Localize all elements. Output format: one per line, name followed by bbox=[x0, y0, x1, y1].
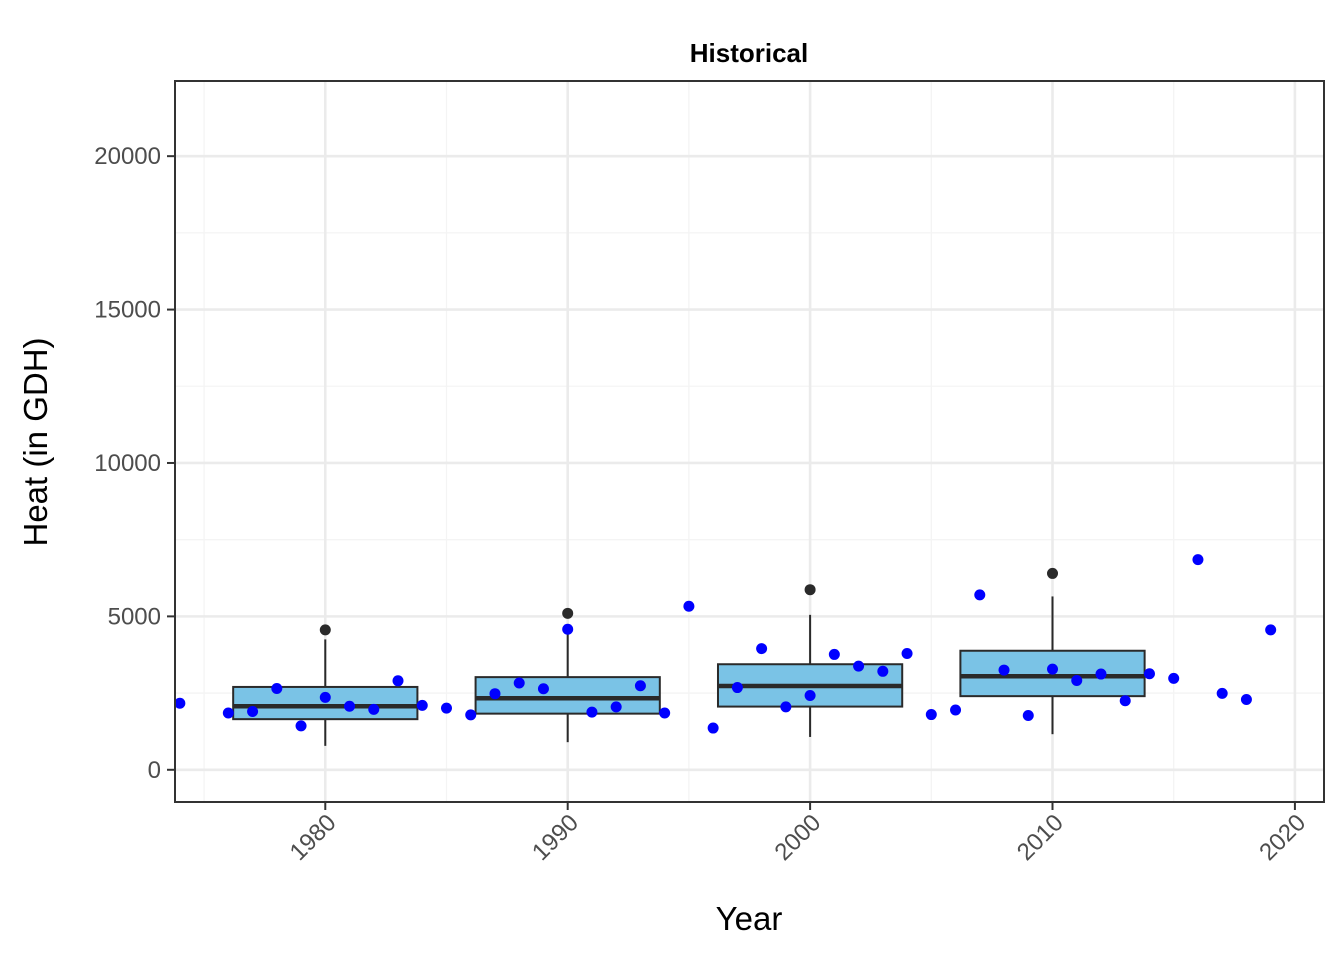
data-point bbox=[683, 600, 695, 612]
data-point bbox=[295, 720, 307, 732]
box-iqr bbox=[232, 685, 419, 721]
data-point bbox=[828, 648, 840, 660]
data-point bbox=[731, 682, 743, 694]
data-point bbox=[1119, 695, 1131, 707]
x-axis-title: Year bbox=[716, 900, 783, 937]
data-point bbox=[1095, 668, 1107, 680]
data-point bbox=[1168, 672, 1180, 684]
data-point bbox=[1192, 554, 1204, 566]
data-point bbox=[586, 706, 598, 718]
x-tick-label: 2010 bbox=[1012, 809, 1069, 866]
y-axis-title: Heat (in GDH) bbox=[17, 337, 54, 546]
data-point bbox=[174, 697, 186, 709]
outlier-point bbox=[804, 584, 816, 596]
data-point bbox=[562, 623, 574, 635]
x-tick-label: 1990 bbox=[527, 809, 584, 866]
plot-panel-border bbox=[174, 80, 1325, 803]
data-point bbox=[634, 680, 646, 692]
data-point bbox=[950, 704, 962, 716]
data-point bbox=[489, 688, 501, 700]
data-point bbox=[1143, 668, 1155, 680]
data-point bbox=[319, 691, 331, 703]
x-axis: 1980 1990 2000 2010 2020 bbox=[285, 802, 1311, 866]
y-tick-label: 20000 bbox=[94, 143, 161, 170]
x-tick-label: 2020 bbox=[1254, 809, 1311, 866]
data-point bbox=[1240, 694, 1252, 706]
data-point bbox=[537, 683, 549, 695]
data-point bbox=[440, 702, 452, 714]
data-point bbox=[804, 690, 816, 702]
boxplots bbox=[232, 567, 1146, 746]
data-point bbox=[1216, 687, 1228, 699]
data-point bbox=[416, 699, 428, 711]
data-point bbox=[877, 665, 889, 677]
data-point bbox=[513, 677, 525, 689]
data-point bbox=[247, 705, 259, 717]
data-point bbox=[998, 664, 1010, 676]
data-point bbox=[610, 701, 622, 713]
data-point bbox=[392, 675, 404, 687]
outlier-point bbox=[562, 607, 574, 619]
box-1990 bbox=[474, 607, 661, 743]
data-point bbox=[974, 589, 986, 601]
data-point bbox=[756, 643, 768, 655]
data-point bbox=[368, 703, 380, 715]
x-tick-label: 2000 bbox=[769, 809, 826, 866]
data-point bbox=[344, 700, 356, 712]
data-point bbox=[853, 660, 865, 672]
data-point bbox=[1265, 624, 1277, 636]
data-point bbox=[925, 709, 937, 721]
y-axis: 0 5000 10000 15000 20000 bbox=[94, 143, 175, 784]
data-point bbox=[901, 648, 913, 660]
data-point bbox=[1047, 663, 1059, 675]
outlier-point bbox=[319, 624, 331, 636]
data-point bbox=[271, 682, 283, 694]
y-tick-label: 0 bbox=[148, 757, 161, 784]
scatter-points bbox=[174, 554, 1277, 734]
data-point bbox=[659, 707, 671, 719]
x-tick-label: 1980 bbox=[285, 809, 342, 866]
data-point bbox=[707, 722, 719, 734]
y-tick-label: 5000 bbox=[108, 603, 161, 630]
y-tick-label: 10000 bbox=[94, 450, 161, 477]
data-point bbox=[1022, 709, 1034, 721]
data-point bbox=[222, 707, 234, 719]
chart-title: Historical bbox=[690, 38, 809, 68]
box-iqr bbox=[474, 676, 661, 715]
data-point bbox=[465, 709, 477, 721]
data-point bbox=[780, 701, 792, 713]
y-tick-label: 15000 bbox=[94, 297, 161, 324]
data-point bbox=[1071, 675, 1083, 687]
outlier-point bbox=[1047, 567, 1059, 579]
